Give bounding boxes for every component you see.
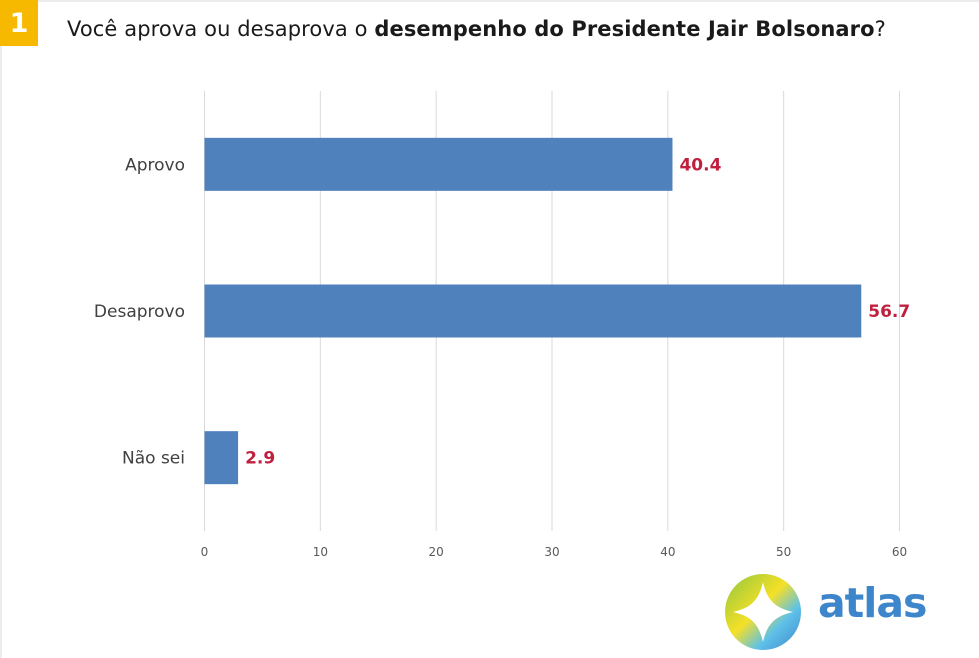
frame-left-border bbox=[0, 46, 2, 658]
x-tick-label: 60 bbox=[892, 545, 907, 559]
question-number-badge: 1 bbox=[0, 0, 38, 46]
category-label: Não sei bbox=[122, 449, 185, 469]
data-label: 2.9 bbox=[245, 449, 275, 469]
frame-top-border bbox=[38, 0, 979, 2]
data-label: 40.4 bbox=[679, 155, 721, 175]
atlas-logo-text: atlas bbox=[818, 579, 927, 627]
title-prefix: Você aprova ou desaprova o bbox=[67, 17, 375, 41]
bar bbox=[204, 284, 862, 338]
atlas-compass-logo-icon bbox=[725, 574, 801, 650]
bar bbox=[204, 431, 239, 485]
chart-title: Você aprova ou desaprova o desempenho do… bbox=[67, 17, 886, 41]
x-tick-label: 50 bbox=[776, 545, 791, 559]
category-label: Desaprovo bbox=[94, 302, 185, 322]
title-suffix: ? bbox=[874, 17, 886, 41]
bar bbox=[204, 137, 673, 191]
category-label: Aprovo bbox=[125, 155, 185, 175]
x-tick-label: 20 bbox=[429, 545, 444, 559]
x-tick-label: 0 bbox=[201, 545, 209, 559]
title-bold: desempenho do Presidente Jair Bolsonaro bbox=[374, 17, 875, 41]
x-tick-label: 30 bbox=[544, 545, 559, 559]
data-label: 56.7 bbox=[868, 302, 910, 322]
x-tick-label: 10 bbox=[313, 545, 328, 559]
x-tick-label: 40 bbox=[660, 545, 675, 559]
